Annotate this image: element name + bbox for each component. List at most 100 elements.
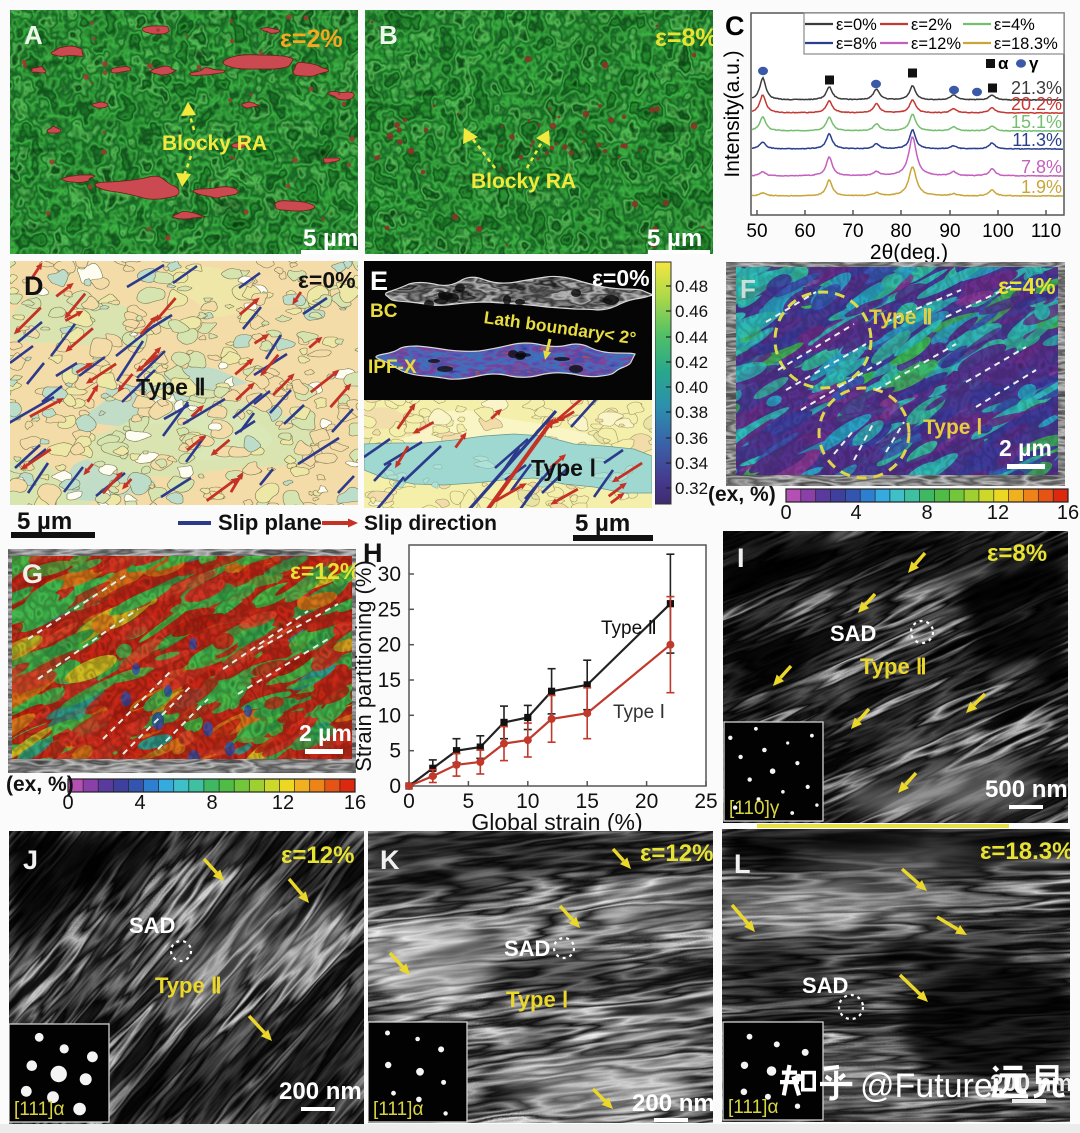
svg-text:2θ(deg.): 2θ(deg.) xyxy=(870,241,948,262)
svg-text:[111]α: [111]α xyxy=(373,1099,423,1120)
svg-text:D: D xyxy=(24,271,44,301)
svg-text:ε=0%: ε=0% xyxy=(592,265,650,291)
svg-text:[111]α: [111]α xyxy=(728,1097,778,1118)
svg-text:15: 15 xyxy=(576,790,599,813)
svg-text:[110]γ: [110]γ xyxy=(729,798,780,819)
svg-text:SAD: SAD xyxy=(830,621,876,646)
svg-text:5 µm: 5 µm xyxy=(647,225,702,252)
svg-text:5 µm: 5 µm xyxy=(303,225,358,252)
svg-text:0: 0 xyxy=(403,790,415,813)
svg-text:500 nm: 500 nm xyxy=(985,776,1068,803)
svg-text:7.8%: 7.8% xyxy=(1021,157,1062,177)
svg-text:Type Ⅰ: Type Ⅰ xyxy=(923,416,982,439)
svg-text:(ex, %): (ex, %) xyxy=(6,775,74,796)
svg-text:0.32: 0.32 xyxy=(675,479,708,498)
svg-text:SAD: SAD xyxy=(129,913,175,938)
svg-text:10: 10 xyxy=(378,704,401,727)
svg-text:α: α xyxy=(998,54,1009,73)
svg-text:Type Ⅱ: Type Ⅱ xyxy=(869,306,933,329)
svg-text:C: C xyxy=(725,11,745,41)
svg-text:70: 70 xyxy=(842,221,863,242)
svg-text:0.36: 0.36 xyxy=(675,429,708,448)
svg-text:4: 4 xyxy=(134,792,145,811)
svg-text:15: 15 xyxy=(378,669,401,692)
svg-text:Type Ⅱ: Type Ⅱ xyxy=(155,973,222,998)
svg-text:30: 30 xyxy=(378,563,401,586)
svg-text:12: 12 xyxy=(272,792,294,811)
svg-text:ε=4%: ε=4% xyxy=(994,16,1035,34)
svg-text:ε=2%: ε=2% xyxy=(911,16,952,34)
svg-text:0.38: 0.38 xyxy=(675,403,708,422)
svg-text:(ex, %): (ex, %) xyxy=(708,486,776,506)
svg-text:16: 16 xyxy=(1057,502,1079,522)
svg-text:8: 8 xyxy=(921,502,932,522)
svg-text:2 µm: 2 µm xyxy=(299,720,352,746)
svg-text:γ: γ xyxy=(1029,54,1039,73)
svg-text:50: 50 xyxy=(746,221,767,242)
svg-text:60: 60 xyxy=(794,221,815,242)
svg-text:F: F xyxy=(740,274,756,304)
svg-text:Type Ⅰ: Type Ⅰ xyxy=(506,987,568,1012)
svg-text:0.48: 0.48 xyxy=(675,277,708,296)
svg-text:4: 4 xyxy=(850,502,861,522)
svg-text:15.1%: 15.1% xyxy=(1011,112,1062,132)
svg-text:100: 100 xyxy=(982,221,1014,242)
svg-text:I: I xyxy=(737,543,745,573)
svg-text:25: 25 xyxy=(694,790,717,813)
svg-text:5 µm: 5 µm xyxy=(575,510,630,537)
svg-text:0.42: 0.42 xyxy=(675,353,708,372)
svg-text:SAD: SAD xyxy=(802,973,848,998)
svg-text:E: E xyxy=(370,266,388,296)
svg-text:0.34: 0.34 xyxy=(675,454,708,473)
svg-text:12: 12 xyxy=(987,502,1009,522)
svg-text:SAD: SAD xyxy=(504,936,550,961)
svg-text:20: 20 xyxy=(635,790,658,813)
svg-text:110: 110 xyxy=(1031,221,1061,242)
svg-text:ε=8%: ε=8% xyxy=(836,35,877,53)
svg-text:Type Ⅱ: Type Ⅱ xyxy=(136,374,206,400)
svg-text:25: 25 xyxy=(378,598,401,621)
svg-text:A: A xyxy=(24,20,43,50)
svg-text:80: 80 xyxy=(890,221,911,242)
svg-text:Type Ⅱ: Type Ⅱ xyxy=(601,618,657,639)
svg-text:21.3%: 21.3% xyxy=(1011,78,1062,98)
svg-text:ε=12%: ε=12% xyxy=(290,558,356,584)
svg-text:Blocky RA: Blocky RA xyxy=(162,132,267,155)
svg-text:ε=12%: ε=12% xyxy=(911,35,961,53)
svg-text:Strain partitioning (%): Strain partitioning (%) xyxy=(355,560,376,772)
svg-text:@Future: @Future xyxy=(860,1067,993,1105)
svg-text:IPF-X: IPF-X xyxy=(368,357,417,378)
svg-text:ε=8%: ε=8% xyxy=(987,540,1047,567)
svg-text:5: 5 xyxy=(463,790,475,813)
svg-text:BC: BC xyxy=(370,301,398,322)
svg-text:Intensity(a.u.): Intensity(a.u.) xyxy=(723,50,744,177)
svg-text:20.2%: 20.2% xyxy=(1011,94,1062,114)
svg-text:G: G xyxy=(22,559,43,589)
svg-text:H: H xyxy=(363,540,383,568)
svg-text:11.3%: 11.3% xyxy=(1012,130,1062,150)
svg-text:5: 5 xyxy=(389,740,401,763)
svg-text:[111]α: [111]α xyxy=(14,1099,64,1120)
svg-text:16: 16 xyxy=(344,792,366,811)
svg-text:0.44: 0.44 xyxy=(675,328,708,347)
svg-text:ε=12%: ε=12% xyxy=(281,842,354,869)
svg-text:Type Ⅰ: Type Ⅰ xyxy=(531,455,596,481)
svg-text:Slip direction: Slip direction xyxy=(364,512,497,535)
svg-text:8: 8 xyxy=(206,792,217,811)
svg-text:0: 0 xyxy=(780,502,791,522)
svg-text:ε=2%: ε=2% xyxy=(280,25,343,53)
svg-text:90: 90 xyxy=(939,221,960,242)
svg-text:ε=18.3%: ε=18.3% xyxy=(980,838,1070,865)
svg-text:L: L xyxy=(734,849,751,879)
svg-text:0: 0 xyxy=(62,792,73,811)
svg-text:200 nm: 200 nm xyxy=(632,1090,713,1117)
svg-text:ε=0%: ε=0% xyxy=(836,16,877,34)
svg-text:0.40: 0.40 xyxy=(675,378,708,397)
svg-text:ε=12%: ε=12% xyxy=(640,840,713,867)
svg-text:Type Ⅱ: Type Ⅱ xyxy=(860,654,927,679)
svg-text:0: 0 xyxy=(389,775,401,798)
svg-text:B: B xyxy=(379,20,398,50)
svg-text:ε=4%: ε=4% xyxy=(998,273,1056,299)
svg-text:0.46: 0.46 xyxy=(675,302,708,321)
svg-text:ε=8%: ε=8% xyxy=(655,24,713,52)
